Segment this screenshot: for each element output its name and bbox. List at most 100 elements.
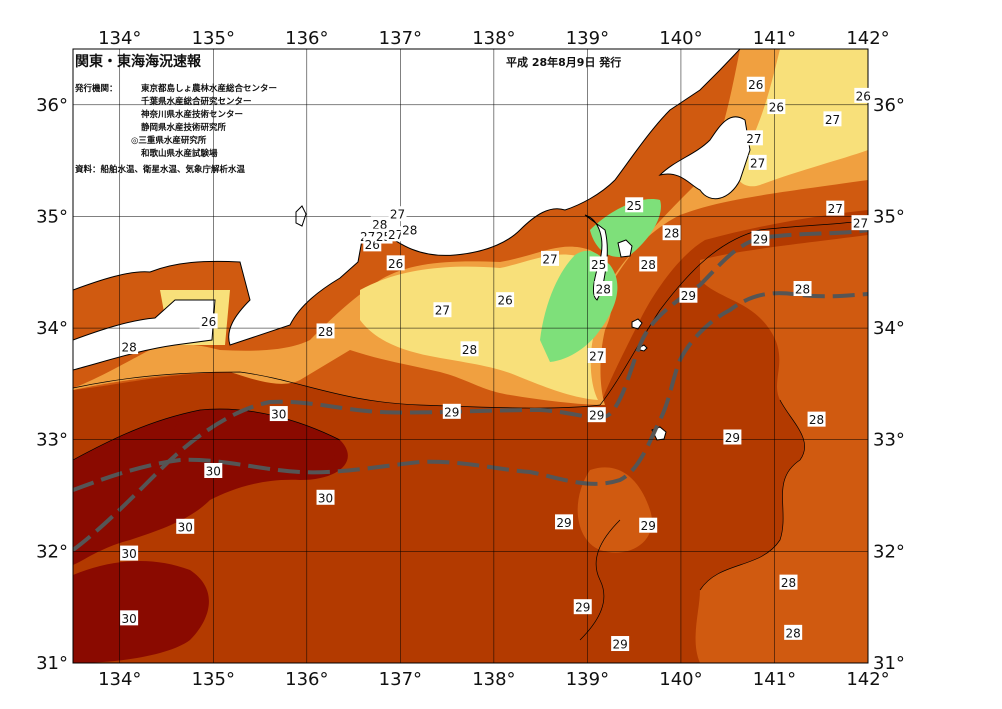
isotherm-label-text: 26 xyxy=(388,257,403,271)
isotherm-label-bg xyxy=(751,230,770,246)
lat-tick-label: 34° xyxy=(873,318,905,339)
isotherm-label-bg xyxy=(594,281,613,297)
isotherm-label: 29 xyxy=(751,230,770,246)
isotherm-label: 27 xyxy=(851,215,870,231)
isotherm-label-text: 27 xyxy=(388,228,403,242)
isotherm-label-bg xyxy=(793,281,812,297)
isotherm-label: 30 xyxy=(120,545,139,561)
isotherm-label-text: 27 xyxy=(542,252,557,266)
lon-tick-label: 139° xyxy=(566,669,609,690)
isotherm-label-text: 26 xyxy=(769,101,784,115)
zone-28-east xyxy=(695,235,868,663)
lat-tick-label: 33° xyxy=(36,430,68,451)
isotherm-label: 29 xyxy=(442,403,461,419)
isotherm-label-bg xyxy=(723,429,742,445)
issuer-3: 神奈川県水産技術センター xyxy=(141,109,243,120)
isotherm-label-bg xyxy=(176,518,195,534)
latitude-labels-right: 31° 32° 33° 34° 35° 36° xyxy=(873,95,905,674)
isotherm-label-bg xyxy=(400,221,419,237)
lat-tick-label: 36° xyxy=(36,95,68,116)
map-frame xyxy=(72,48,869,664)
isotherm-label: 28 xyxy=(807,411,826,427)
isotherm-label: 27 xyxy=(748,154,767,170)
land-boso xyxy=(658,116,751,200)
isotherm-label: 27 xyxy=(823,111,842,127)
isotherm-label-bg xyxy=(679,287,698,303)
isotherm-lines xyxy=(73,219,868,641)
isotherm-label: 27 xyxy=(388,206,407,222)
isotherm-label-text: 28 xyxy=(402,223,417,237)
isotherm-label-text: 28 xyxy=(121,341,136,355)
isotherm-label: 25 xyxy=(589,256,608,272)
isotherm-label-bg xyxy=(611,636,630,652)
isotherm-label-text: 27 xyxy=(825,113,840,127)
isotherm-label-text: 25 xyxy=(627,199,642,213)
isotherm-label-text: 27 xyxy=(435,304,450,318)
isotherm-label-bg xyxy=(807,411,826,427)
isotherm-labels: 2626262727272727252528282928292827262727… xyxy=(120,76,873,652)
isotherm-label-text: 27 xyxy=(828,202,843,216)
lon-tick-label: 138° xyxy=(472,28,515,49)
isotherm-label-text: 30 xyxy=(206,464,221,478)
isotherm-label: 27 xyxy=(541,250,559,266)
isotherm-label: 29 xyxy=(587,407,606,423)
isotherm-label-text: 30 xyxy=(271,408,286,422)
isotherm-label-bg xyxy=(589,256,608,272)
isotherm-label-text: 30 xyxy=(121,547,136,561)
lat-tick-label: 33° xyxy=(873,430,905,451)
isotherm-label-text: 29 xyxy=(589,409,604,423)
data-source: 資料：船舶水温、衛星水温、気象庁解析水温 xyxy=(74,164,246,175)
isotherm-label-text: 30 xyxy=(318,491,333,505)
lon-tick-label: 140° xyxy=(659,28,702,49)
isotherm-label: 29 xyxy=(639,517,658,533)
isotherm-label: 28 xyxy=(120,339,139,355)
isotherm-label-bg xyxy=(851,215,870,231)
land xyxy=(73,49,751,441)
isotherm-label: 29 xyxy=(555,514,574,530)
isotherm-label-text: 29 xyxy=(681,289,696,303)
temperature-field xyxy=(73,49,868,663)
isotherm-label-bg xyxy=(120,545,139,561)
isotherm-label-bg xyxy=(370,216,389,232)
isotherm-label-bg xyxy=(625,197,644,213)
isotherm-label-text: 28 xyxy=(372,218,387,232)
lon-tick-label: 142° xyxy=(846,28,889,49)
isotherm-label: 28 xyxy=(639,256,658,272)
land-izu xyxy=(584,214,608,301)
zone-26 xyxy=(160,49,868,400)
isotherm-label: 28 xyxy=(400,221,419,237)
isotherm-label: 30 xyxy=(120,610,139,626)
isotherm-label-bg xyxy=(442,403,461,419)
isotherm-label-text: 27 xyxy=(853,217,868,231)
isotherm-label-text: 29 xyxy=(725,431,740,445)
isotherm-label-bg xyxy=(316,323,335,339)
zone-25 xyxy=(175,199,661,362)
issuer-2: 千葉県水産総合研究センター xyxy=(141,96,252,107)
isotherm-label-text: 29 xyxy=(556,516,571,530)
lon-tick-label: 137° xyxy=(379,28,422,49)
isotherm-label: 29 xyxy=(573,599,592,615)
issuer-4: 静岡県水産技術研究所 xyxy=(141,122,227,133)
isotherm-label: 26 xyxy=(767,99,786,115)
lat-tick-label: 35° xyxy=(873,206,905,227)
isotherm-label: 26 xyxy=(386,255,405,271)
isotherm-label-bg xyxy=(460,341,479,357)
isotherm-label: 26 xyxy=(746,76,765,92)
isotherm-label-text: 28 xyxy=(596,283,611,297)
lon-tick-label: 137° xyxy=(379,669,422,690)
isotherm-label-text: 25 xyxy=(591,258,606,272)
isotherm-label: 29 xyxy=(679,287,698,303)
lat-tick-label: 32° xyxy=(36,541,68,562)
header-block: 関東・東海海況速報 平成 28年8月9日 発行 発行機関： 東京都島しょ農林水産… xyxy=(74,53,621,175)
isotherm-label-bg xyxy=(388,206,407,222)
isotherm-label-bg xyxy=(555,514,574,530)
isotherm-label-bg xyxy=(639,256,658,272)
island-oshima xyxy=(631,318,643,330)
isotherm-label: 27 xyxy=(744,130,763,146)
isotherm-label-text: 26 xyxy=(201,315,216,329)
isotherm-label-bg xyxy=(433,302,452,318)
isotherm-label-text: 26 xyxy=(497,294,512,308)
isotherm-label: 28 xyxy=(662,225,681,241)
isotherm-label-bg xyxy=(587,407,606,423)
isotherm-label: 28 xyxy=(793,281,812,297)
